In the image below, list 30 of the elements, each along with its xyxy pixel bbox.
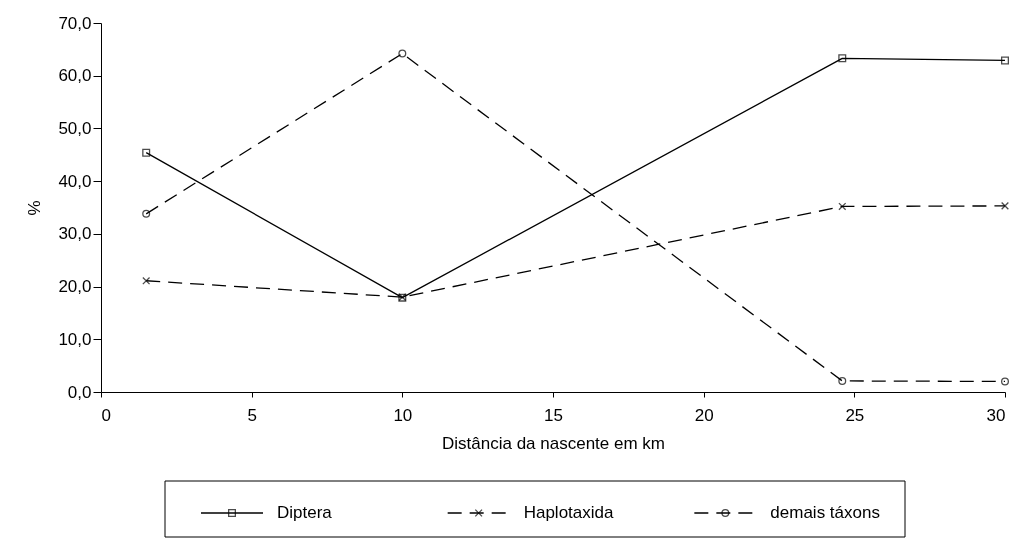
point [398, 49, 407, 58]
legend-label: Haplotaxida [523, 503, 614, 522]
y-tick-label: 40,0 [58, 171, 92, 191]
x-tick-label: 30 [986, 405, 1006, 425]
y-tick-label: 70,0 [58, 13, 92, 33]
legend-label: demais táxons [770, 503, 880, 522]
x-tick-label: 20 [694, 405, 714, 425]
y-tick-label: 50,0 [58, 118, 92, 138]
point [142, 209, 151, 218]
point [1001, 377, 1009, 386]
point [1001, 56, 1009, 65]
point [838, 54, 847, 63]
point [838, 202, 847, 211]
x-tick-label: 10 [393, 405, 413, 425]
y-tick-label: 20,0 [58, 277, 92, 297]
y-axis-title: % [25, 200, 45, 216]
x-axis-title: Distância da nascente em km [442, 433, 665, 453]
x-tick-label: 15 [544, 405, 563, 425]
point [1001, 201, 1009, 210]
x-tick-label: 25 [845, 405, 865, 425]
y-tick-label: 60,0 [58, 66, 92, 86]
x-tick-label: 5 [247, 405, 257, 425]
y-tick-label: 10,0 [58, 329, 92, 349]
y-tick-label: 0,0 [67, 382, 92, 402]
point [838, 376, 847, 385]
y-tick-label: 30,0 [58, 224, 92, 244]
point [142, 276, 151, 285]
point [142, 148, 151, 157]
x-tick-label: 0 [101, 405, 111, 425]
legend-label: Diptera [277, 503, 333, 522]
